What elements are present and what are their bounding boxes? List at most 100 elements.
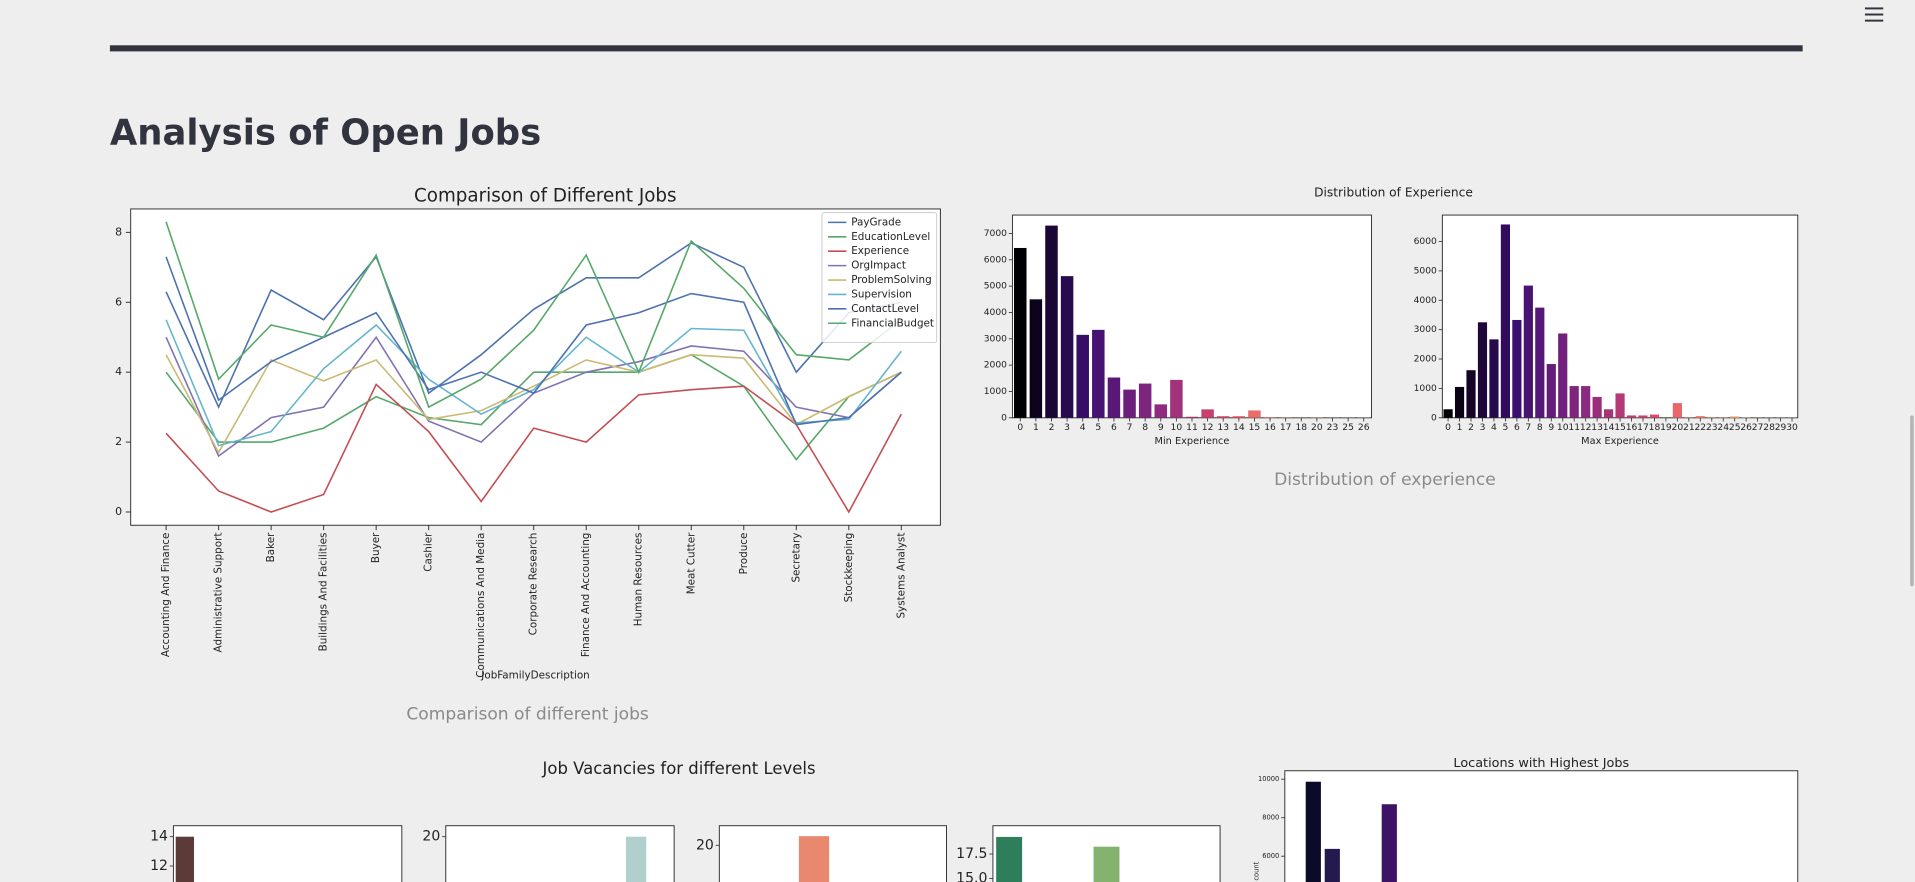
x-tick-label: Accounting And Finance [160, 533, 172, 657]
bar [1500, 224, 1510, 418]
x-tick-label: 9 [1548, 423, 1554, 433]
bar [1604, 409, 1614, 418]
series-line [165, 241, 902, 410]
y-tick-label: 3000 [1414, 325, 1437, 335]
y-tick-label: 1000 [984, 387, 1007, 397]
x-tick-label: 3 [1480, 423, 1486, 433]
x-tick-label: Buyer [370, 532, 382, 563]
y-tick-label: 6 [115, 295, 122, 308]
bar [1707, 417, 1717, 418]
x-tick-label: 27 [1752, 423, 1764, 433]
x-tick-label: Secretary [790, 533, 802, 583]
y-tick-label: 20 [422, 829, 440, 845]
bar [1185, 416, 1199, 418]
y-tick-label: 4000 [984, 308, 1007, 318]
x-tick-label: 18 [1295, 423, 1307, 433]
y-tick-label: 15.0 [956, 870, 987, 882]
x-tick-label: 20 [1672, 423, 1684, 433]
x-tick-label: 19 [1660, 423, 1672, 433]
x-tick-label: 13 [1591, 423, 1603, 433]
bar [1170, 379, 1183, 418]
legend-label: FinancialBudget [851, 317, 934, 329]
x-tick-label: Cashier [423, 532, 435, 572]
y-tick-label: 0 [1001, 413, 1007, 423]
x-tick-label: 25 [1729, 423, 1741, 433]
bar [1305, 781, 1321, 882]
y-tick-label: 14 [150, 829, 168, 845]
y-tick-label: 1000 [1414, 384, 1437, 394]
x-tick-label: 4 [1080, 423, 1086, 433]
y-axis-label: count [1253, 861, 1261, 880]
chart-title: Comparison of Different Jobs [414, 186, 677, 207]
x-tick-label: 9 [1158, 423, 1164, 433]
x-tick-label: 30 [1786, 423, 1798, 433]
bar [1695, 416, 1705, 418]
x-tick-label: 11 [1186, 423, 1198, 433]
chart-caption: Distribution of experience [1274, 470, 1496, 490]
x-tick-label: 12 [1580, 423, 1592, 433]
y-tick-label: 20 [696, 837, 714, 853]
scrollbar[interactable] [1910, 415, 1914, 587]
bar [1523, 285, 1533, 418]
bar [1558, 333, 1568, 418]
bar [1535, 307, 1545, 418]
x-tick-label: 14 [1233, 423, 1245, 433]
bar [1489, 339, 1499, 418]
plot-area [718, 825, 947, 882]
x-tick-label: 16 [1264, 423, 1276, 433]
x-tick-label: Communications And Media [475, 533, 487, 678]
y-tick-label: 17.5 [956, 846, 987, 862]
x-tick-label: 23 [1706, 423, 1718, 433]
y-tick-label: 6000 [1414, 237, 1437, 247]
x-tick-label: 6 [1514, 423, 1520, 433]
x-tick-label: 5 [1502, 423, 1508, 433]
bar [1029, 299, 1043, 418]
x-tick-label: 17 [1280, 423, 1292, 433]
bar [1477, 322, 1488, 418]
x-tick-label: 6 [1111, 423, 1117, 433]
bar [1581, 386, 1591, 418]
bar [1138, 383, 1152, 418]
x-tick-label: 8 [1537, 423, 1543, 433]
section-heading: Analysis of Open Jobs [110, 112, 541, 153]
bar [1454, 386, 1465, 418]
chart-title: Job Vacancies for different Levels [542, 759, 816, 778]
x-tick-label: 16 [1626, 423, 1638, 433]
menu-bar [1864, 7, 1884, 10]
legend-label: ContactLevel [851, 303, 919, 315]
y-tick-label: 4000 [1414, 296, 1437, 306]
x-tick-label: 23 [1327, 423, 1339, 433]
series-line [165, 319, 902, 447]
y-tick-label: 10000 [1258, 775, 1279, 783]
x-tick-label: Systems Analyst [895, 533, 907, 619]
bar [1443, 409, 1453, 418]
y-tick-label: 0 [1431, 413, 1437, 423]
y-tick-label: 12 [150, 858, 168, 874]
bar [1638, 415, 1648, 418]
x-tick-label: 10 [1171, 423, 1183, 433]
bar [1546, 364, 1556, 418]
legend-label: Experience [851, 245, 909, 257]
x-tick-label: Baker [265, 532, 277, 562]
bar [1060, 276, 1074, 418]
bar [1672, 403, 1682, 418]
x-tick-label: 21 [1683, 423, 1695, 433]
x-tick-label: Human Resources [633, 533, 645, 627]
bar [1626, 415, 1637, 418]
bar [1216, 416, 1230, 418]
x-tick-label: 26 [1358, 423, 1370, 433]
y-tick-label: 0 [115, 505, 122, 518]
x-axis-label: Min Experience [1155, 436, 1230, 447]
chart-title: Locations with Highest Jobs [1453, 756, 1629, 771]
x-tick-label: 11 [1568, 423, 1580, 433]
bar [1569, 386, 1579, 418]
legend-box [821, 212, 938, 344]
divider [109, 45, 1803, 52]
plot-area [172, 825, 403, 882]
bar [1592, 396, 1602, 418]
y-tick-label: 6000 [1262, 852, 1279, 860]
menu-button[interactable] [1864, 5, 1885, 26]
x-tick-label: 18 [1649, 423, 1661, 433]
bar [1730, 416, 1740, 418]
